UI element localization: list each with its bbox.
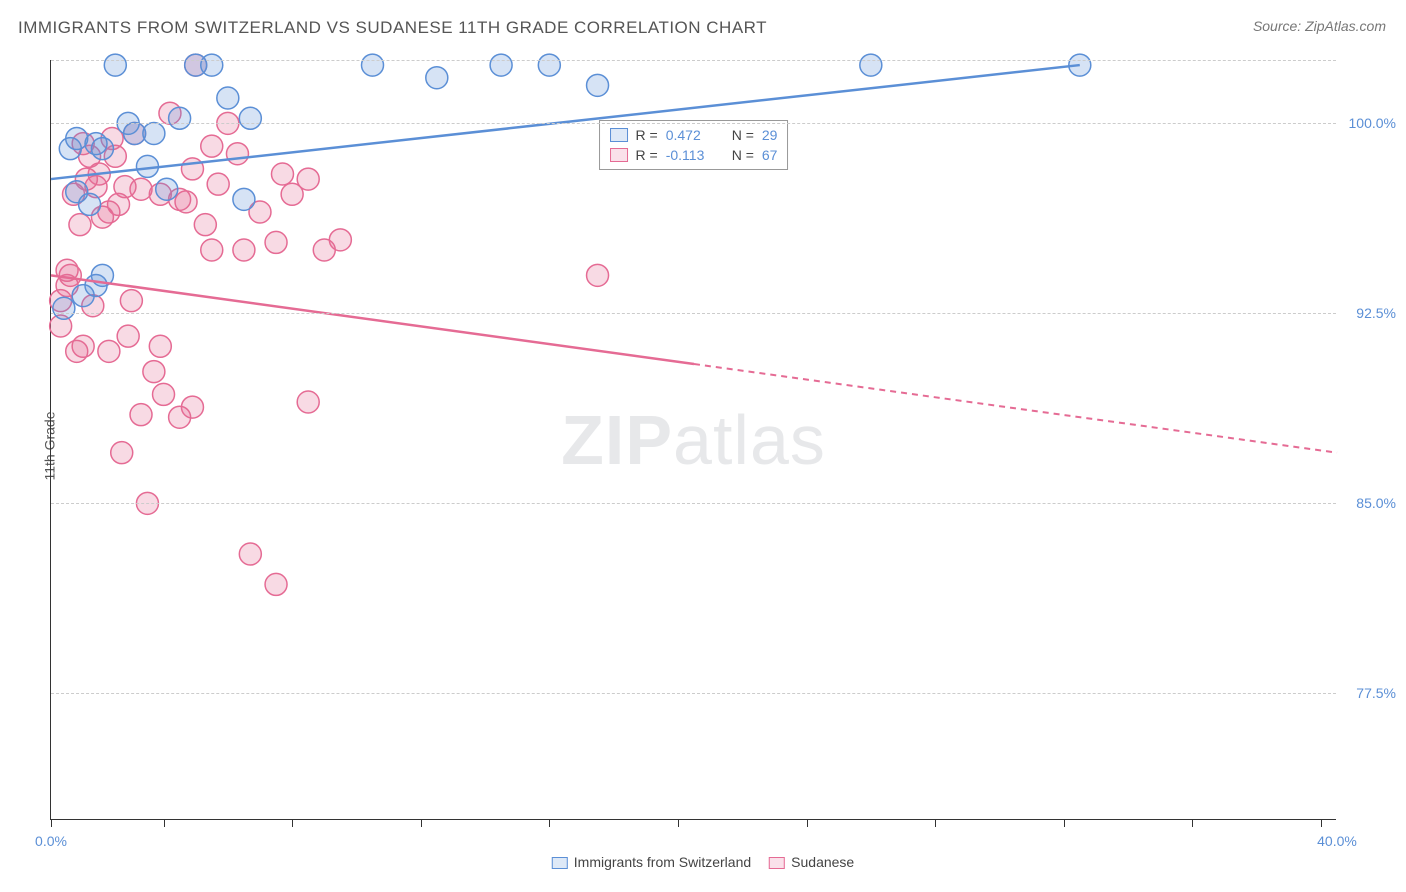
scatter-svg xyxy=(51,60,1336,819)
y-tick-label: 77.5% xyxy=(1356,685,1396,701)
correlation-legend: R = 0.472 N = 29 R = -0.113 N = 67 xyxy=(599,120,789,170)
scatter-point xyxy=(265,573,287,595)
scatter-point xyxy=(169,107,191,129)
x-tick xyxy=(292,819,293,827)
scatter-point xyxy=(297,391,319,413)
scatter-point xyxy=(233,239,255,261)
scatter-point xyxy=(490,54,512,76)
n-label: N = xyxy=(732,127,754,143)
scatter-point xyxy=(117,325,139,347)
legend-row: R = -0.113 N = 67 xyxy=(610,145,778,165)
x-tick xyxy=(421,819,422,827)
y-tick-label: 85.0% xyxy=(1356,495,1396,511)
x-tick xyxy=(549,819,550,827)
gridline-h xyxy=(51,60,1336,61)
y-tick-label: 100.0% xyxy=(1349,115,1396,131)
scatter-point xyxy=(239,543,261,565)
source-label: Source: ZipAtlas.com xyxy=(1253,18,1386,34)
x-tick xyxy=(1064,819,1065,827)
scatter-point xyxy=(104,54,126,76)
scatter-point xyxy=(72,335,94,357)
scatter-point xyxy=(201,54,223,76)
scatter-point xyxy=(79,193,101,215)
gridline-h xyxy=(51,693,1336,694)
scatter-point xyxy=(201,135,223,157)
x-tick xyxy=(807,819,808,827)
scatter-point xyxy=(53,297,75,319)
scatter-point xyxy=(120,290,142,312)
legend-item: Immigrants from Switzerland xyxy=(552,854,751,870)
scatter-point xyxy=(149,335,171,357)
x-tick xyxy=(51,819,52,827)
scatter-point xyxy=(329,229,351,251)
scatter-point xyxy=(426,67,448,89)
r-value: -0.113 xyxy=(666,147,716,163)
scatter-point xyxy=(207,173,229,195)
scatter-point xyxy=(143,361,165,383)
x-tick xyxy=(678,819,679,827)
scatter-point xyxy=(226,143,248,165)
scatter-point xyxy=(362,54,384,76)
n-value: 67 xyxy=(762,147,778,163)
r-value: 0.472 xyxy=(666,127,716,143)
legend-label: Sudanese xyxy=(791,854,854,870)
scatter-point xyxy=(143,122,165,144)
r-label: R = xyxy=(636,127,658,143)
regression-line xyxy=(51,275,694,364)
gridline-h xyxy=(51,313,1336,314)
regression-line-dashed xyxy=(694,364,1337,453)
legend-swatch xyxy=(610,128,628,142)
scatter-point xyxy=(181,396,203,418)
x-tick xyxy=(164,819,165,827)
scatter-point xyxy=(265,231,287,253)
gridline-h xyxy=(51,123,1336,124)
n-label: N = xyxy=(732,147,754,163)
scatter-point xyxy=(860,54,882,76)
scatter-point xyxy=(153,383,175,405)
legend-label: Immigrants from Switzerland xyxy=(574,854,751,870)
legend-row: R = 0.472 N = 29 xyxy=(610,125,778,145)
scatter-point xyxy=(271,163,293,185)
scatter-point xyxy=(69,214,91,236)
scatter-point xyxy=(538,54,560,76)
chart-container: IMMIGRANTS FROM SWITZERLAND VS SUDANESE … xyxy=(0,0,1406,892)
scatter-point xyxy=(130,404,152,426)
x-tick xyxy=(1321,819,1322,827)
scatter-point xyxy=(181,158,203,180)
r-label: R = xyxy=(636,147,658,163)
scatter-point xyxy=(156,178,178,200)
chart-title: IMMIGRANTS FROM SWITZERLAND VS SUDANESE … xyxy=(18,18,767,38)
scatter-point xyxy=(239,107,261,129)
legend-swatch xyxy=(552,857,568,869)
x-tick xyxy=(1192,819,1193,827)
scatter-point xyxy=(111,442,133,464)
plot-area: ZIPatlas R =0.472N =29R =-0.113N =67 77.… xyxy=(50,60,1336,820)
scatter-point xyxy=(217,87,239,109)
n-value: 29 xyxy=(762,127,778,143)
x-tick xyxy=(935,819,936,827)
scatter-point xyxy=(587,264,609,286)
scatter-point xyxy=(297,168,319,190)
scatter-point xyxy=(59,264,81,286)
x-tick-label: 40.0% xyxy=(1317,833,1357,849)
regression-line xyxy=(51,65,1080,179)
gridline-h xyxy=(51,503,1336,504)
scatter-point xyxy=(130,178,152,200)
series-legend: Immigrants from Switzerland Sudanese xyxy=(552,854,854,870)
scatter-point xyxy=(91,138,113,160)
scatter-point xyxy=(201,239,223,261)
x-tick-label: 0.0% xyxy=(35,833,67,849)
scatter-point xyxy=(66,128,88,150)
scatter-point xyxy=(233,188,255,210)
scatter-point xyxy=(587,74,609,96)
legend-swatch xyxy=(769,857,785,869)
y-tick-label: 92.5% xyxy=(1356,305,1396,321)
legend-item: Sudanese xyxy=(769,854,854,870)
legend-swatch xyxy=(610,148,628,162)
scatter-point xyxy=(98,340,120,362)
scatter-point xyxy=(175,191,197,213)
scatter-point xyxy=(194,214,216,236)
